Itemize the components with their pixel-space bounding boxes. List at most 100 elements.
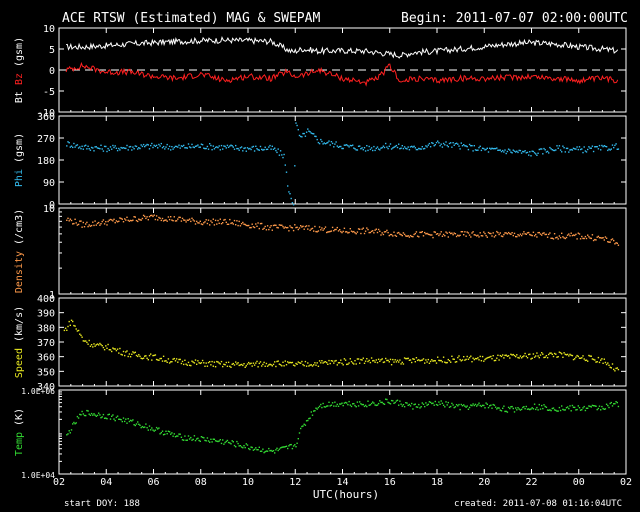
speed-series-speed-point xyxy=(116,348,119,350)
density-series-density-point xyxy=(140,219,142,221)
speed-series-speed-point xyxy=(258,362,260,365)
temp-series-temp-point xyxy=(383,403,386,405)
temp-series-temp-point xyxy=(385,398,387,400)
speed-series-speed-point xyxy=(553,352,556,355)
speed-series-speed-point xyxy=(217,361,219,363)
temp-series-temp-point xyxy=(549,409,551,411)
temp-series-temp-point xyxy=(142,426,145,429)
phi-series-phi-point xyxy=(179,147,181,149)
speed-series-speed-point xyxy=(200,362,203,364)
mag-btbz-y-axis-label: Bt Bz (gsm) xyxy=(14,37,25,103)
speed-series-speed-point xyxy=(192,361,194,363)
temp-series-temp-point xyxy=(232,441,234,443)
speed-series-speed-point xyxy=(178,358,180,361)
phi-series-phi-point xyxy=(368,145,370,148)
speed-series-speed-point xyxy=(246,363,249,365)
density-series-density-point xyxy=(181,217,184,220)
speed-series-speed-point xyxy=(447,358,449,361)
density-series-density-point xyxy=(318,226,321,228)
phi-series-phi-point xyxy=(295,122,297,124)
speed-series-speed-point xyxy=(315,364,317,366)
temp-series-temp-point xyxy=(90,412,93,415)
phi-series-phi-point xyxy=(360,148,362,150)
speed-series-speed-point xyxy=(571,354,574,357)
temp-series-temp-point xyxy=(81,410,83,413)
speed-series-speed-point xyxy=(166,361,168,363)
phi-series-phi-point xyxy=(329,144,331,146)
density-series-density-point xyxy=(204,221,206,223)
speed-series-speed-point xyxy=(494,359,497,362)
speed-series-speed-point xyxy=(86,341,88,344)
density-series-density-point xyxy=(134,216,136,218)
phi-series-phi-point xyxy=(583,146,585,148)
phi-series-phi-point xyxy=(419,148,421,150)
speed-series-speed-point xyxy=(510,353,512,355)
temp-series-temp-point xyxy=(314,410,316,412)
temp-series-temp-point xyxy=(364,404,367,407)
speed-series-speed-point xyxy=(209,361,211,363)
temp-series-temp-point xyxy=(200,436,203,438)
temp-series-temp-point xyxy=(105,417,107,419)
temp-series-temp-point xyxy=(134,424,136,427)
phi-series-phi-point xyxy=(70,145,73,147)
density-series-density-point xyxy=(240,223,243,225)
phi-series-phi-point xyxy=(67,141,69,143)
phi-series-phi-point xyxy=(144,145,146,148)
temp-series-temp-point xyxy=(194,439,197,442)
speed-series-speed-point xyxy=(170,361,172,363)
density-series-density-point xyxy=(361,228,363,230)
density-series-density-point xyxy=(96,222,99,225)
density-series-density-point xyxy=(316,231,318,233)
density-series-density-point xyxy=(418,236,420,238)
speed-series-speed-point xyxy=(214,366,217,368)
temp-series-temp-point xyxy=(442,404,445,406)
speed-series-speed-point xyxy=(403,357,406,359)
density-series-density-point xyxy=(336,226,338,229)
density-series-density-point xyxy=(484,232,486,235)
speed-series-speed-point xyxy=(476,358,478,360)
speed-series-speed-point xyxy=(565,354,568,356)
temp-series-temp-point xyxy=(246,444,249,446)
temp-series-temp-point xyxy=(296,442,298,444)
density-series-density-point xyxy=(264,225,266,228)
temp-series-temp-point xyxy=(478,402,480,404)
density-series-density-point xyxy=(146,216,148,218)
temp-series-temp-point xyxy=(131,420,133,422)
density-series-density-point xyxy=(370,230,373,233)
density-series-density-point xyxy=(489,232,491,235)
temp-series-temp-point xyxy=(541,404,543,407)
phi-series-phi-point xyxy=(617,148,620,150)
speed-series-speed-point xyxy=(191,360,193,362)
density-y-axis-label-part: Density xyxy=(14,245,25,293)
phi-series-phi-point xyxy=(248,148,250,150)
density-series-density-point xyxy=(272,224,275,227)
temp-series-temp-point xyxy=(609,402,611,405)
speed-series-speed-point xyxy=(585,359,588,361)
phi-series-phi-point xyxy=(467,148,470,151)
phi-series-phi-point xyxy=(88,148,90,150)
speed-series-speed-point xyxy=(64,327,67,329)
temp-series-temp-point xyxy=(439,403,441,405)
phi-series-phi-point xyxy=(611,144,614,146)
phi-series-phi-point xyxy=(376,146,379,148)
speed-series-speed-point xyxy=(368,359,370,362)
speed-series-speed-point xyxy=(470,355,472,357)
speed-series-speed-point xyxy=(201,359,204,362)
phi-series-phi-point xyxy=(242,150,244,152)
density-series-density-point xyxy=(281,224,283,226)
density-series-density-point xyxy=(451,232,453,234)
speed-series-speed-point xyxy=(167,358,170,360)
density-series-density-point xyxy=(214,219,217,222)
speed-series-speed-point xyxy=(120,353,122,356)
density-series-density-point xyxy=(419,231,421,234)
temp-series-temp-point xyxy=(398,404,400,406)
temp-series-temp-point xyxy=(407,404,409,406)
temp-series-temp-point xyxy=(548,409,550,411)
temp-series-temp-point xyxy=(546,409,549,411)
phi-series-phi-point xyxy=(261,148,263,151)
density-series-density-point xyxy=(479,232,481,234)
density-series-density-point xyxy=(229,218,231,221)
density-series-density-point xyxy=(133,216,135,218)
phi-series-phi-point xyxy=(434,144,436,146)
